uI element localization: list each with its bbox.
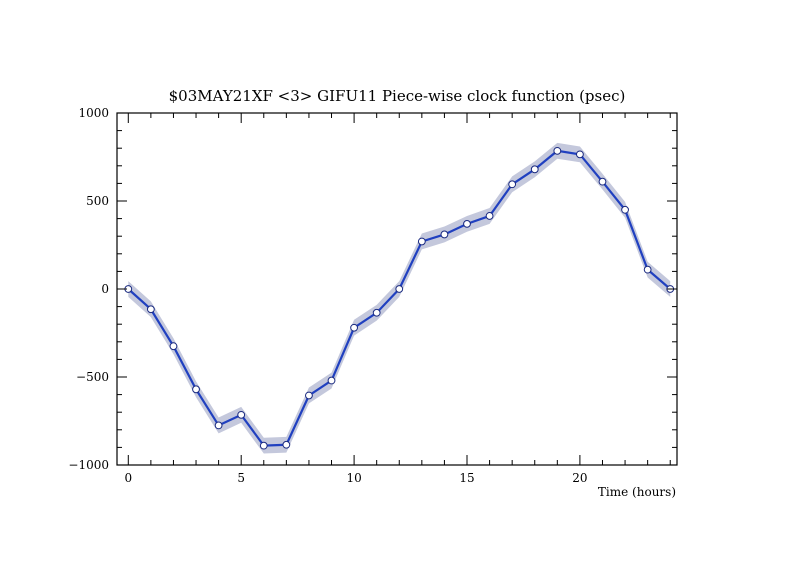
x-tick-label: 15 <box>459 471 474 485</box>
data-point <box>463 219 471 228</box>
data-point <box>395 285 404 293</box>
data-point <box>621 205 629 214</box>
data-point <box>350 323 358 332</box>
data-points-layer <box>124 146 675 450</box>
data-point <box>598 177 607 186</box>
data-point <box>214 421 223 430</box>
chart-title: $03MAY21XF <3> GIFU11 Piece-wise clock f… <box>169 87 626 105</box>
data-point <box>530 165 539 174</box>
series-line <box>127 149 671 447</box>
uncertainty-band-layer <box>128 142 671 454</box>
data-point <box>282 440 291 449</box>
data-point <box>372 308 381 317</box>
data-point <box>146 305 155 314</box>
x-tick-label: 20 <box>572 471 587 485</box>
y-tick-label: 0 <box>101 282 109 296</box>
data-point <box>417 237 426 246</box>
data-point <box>327 376 336 385</box>
x-tick-label: 0 <box>124 471 132 485</box>
x-axis-label: Time (hours) <box>598 485 676 499</box>
data-point <box>169 342 178 351</box>
data-point <box>192 385 200 394</box>
y-tick-label: 500 <box>86 194 109 208</box>
y-tick-label: 1000 <box>78 106 109 120</box>
y-tick-label: −500 <box>76 370 109 384</box>
axes-layer: 0 5 10 15 20 −1000 −500 0 500 1000 <box>68 106 678 485</box>
data-point <box>237 410 246 419</box>
data-point <box>305 391 313 400</box>
data-point <box>643 265 652 274</box>
y-tick-label: −1000 <box>68 458 109 472</box>
data-point <box>259 441 268 450</box>
data-point <box>440 230 449 239</box>
data-point <box>485 212 494 220</box>
data-point <box>508 180 517 189</box>
data-point <box>553 146 562 155</box>
x-tick-label: 10 <box>346 471 361 485</box>
x-tick-label: 5 <box>237 471 245 485</box>
series-line-layer <box>127 149 671 447</box>
uncertainty-band <box>128 142 671 454</box>
data-point <box>576 150 584 159</box>
